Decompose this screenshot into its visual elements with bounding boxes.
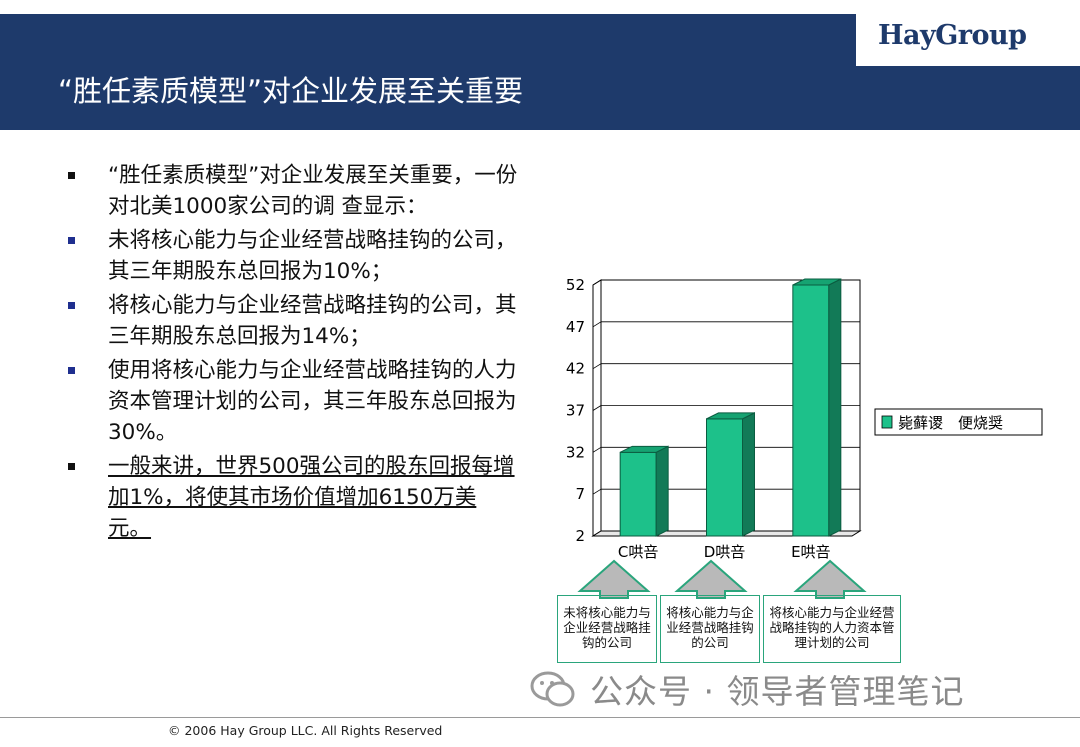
x-tick-label: D哄咅 <box>704 543 746 561</box>
bar-top <box>706 412 755 420</box>
bar <box>706 418 743 537</box>
bullet-item: “胜任素质模型”对企业发展至关重要，一份对北美1000家公司的调 查显示： <box>68 160 518 222</box>
bullet-item: 未将核心能力与企业经营战略挂钩的公司，其三年期股东总回报为10%； <box>68 225 518 287</box>
y-tick-label: 47 <box>566 318 585 336</box>
callout-text: 未将核心能力与企业经营战略挂钩的公司 <box>563 605 651 650</box>
callout-box: 将核心能力与企业经营战略挂钩的公司 <box>660 595 760 663</box>
watermark-text: 公众号 · 领导者管理笔记 <box>590 672 965 711</box>
bullet-text: 使用将核心能力与企业经营战略挂钩的人力资本管理计划的公司，其三年股东总回报为30… <box>108 358 517 445</box>
legend-label: 毙藓谡 便烧奨 <box>898 414 1003 432</box>
bullet-item: 使用将核心能力与企业经营战略挂钩的人力资本管理计划的公司，其三年股东总回报为30… <box>68 355 518 448</box>
bullet-square-icon <box>68 237 75 244</box>
bullet-square-icon <box>68 463 75 470</box>
y-tick-label: 52 <box>566 276 585 294</box>
company-logo: HayGroup <box>878 20 1027 51</box>
callout-box: 将核心能力与企业经营战略挂钩的人力资本管理计划的公司 <box>763 595 901 663</box>
bar-side <box>828 278 842 537</box>
bar <box>792 284 830 537</box>
gridline <box>592 321 602 328</box>
y-tick-label: 2 <box>575 527 585 545</box>
x-tick-label: C哄咅 <box>618 543 658 561</box>
gridline <box>592 446 602 453</box>
bullet-item: 一般来讲，世界500强公司的股东回报每增加1%，将使其市场价值增加6150万美元… <box>68 451 518 544</box>
watermark: 公众号 · 领导者管理笔记 <box>530 664 964 714</box>
bullet-square-icon <box>68 302 75 309</box>
gridline <box>592 405 602 411</box>
y-tick-label: 7 <box>575 485 585 503</box>
y-tick-label: 37 <box>566 402 585 420</box>
bar-side <box>655 445 669 537</box>
bullet-item: 将核心能力与企业经营战略挂钩的公司，其三年期股东总回报为14%； <box>68 290 518 352</box>
bar-top <box>619 445 669 453</box>
bar-side <box>742 412 755 537</box>
y-tick-label: 42 <box>566 360 585 378</box>
gridline <box>592 279 602 286</box>
bullet-square-icon <box>68 172 75 179</box>
legend-swatch <box>881 415 893 429</box>
callout-text: 将核心能力与企业经营战略挂钩的人力资本管理计划的公司 <box>769 605 895 650</box>
slide-title: “胜任素质模型”对企业发展至关重要 <box>58 74 524 108</box>
x-tick-label: E哄咅 <box>791 543 830 561</box>
logo-box: HayGroup <box>856 14 1080 66</box>
header-banner: HayGroup <box>0 14 1080 130</box>
bar <box>619 451 657 537</box>
copyright-footer: © 2006 Hay Group LLC. All Rights Reserve… <box>168 723 443 738</box>
gridline <box>592 363 602 370</box>
bullet-text: 未将核心能力与企业经营战略挂钩的公司，其三年期股东总回报为10%； <box>108 228 517 284</box>
legend-box <box>874 408 1043 436</box>
gridline <box>592 488 602 495</box>
bullet-text: “胜任素质模型”对企业发展至关重要，一份对北美1000家公司的调 查显示： <box>108 163 518 219</box>
callout-text: 将核心能力与企业经营战略挂钩的公司 <box>666 605 754 650</box>
bullet-square-icon <box>68 367 75 374</box>
footer-divider <box>0 717 1080 718</box>
bullet-list: “胜任素质模型”对企业发展至关重要，一份对北美1000家公司的调 查显示： 未将… <box>68 160 518 547</box>
callout-box: 未将核心能力与企业经营战略挂钩的公司 <box>557 595 657 663</box>
bullet-text: 一般来讲，世界500强公司的股东回报每增加1%，将使其市场价值增加6150万美元… <box>108 454 515 541</box>
y-tick-label: 32 <box>566 443 585 461</box>
bullet-text: 将核心能力与企业经营战略挂钩的公司，其三年期股东总回报为14%； <box>108 293 517 349</box>
wechat-icon <box>530 671 575 707</box>
bar-top <box>792 278 842 286</box>
